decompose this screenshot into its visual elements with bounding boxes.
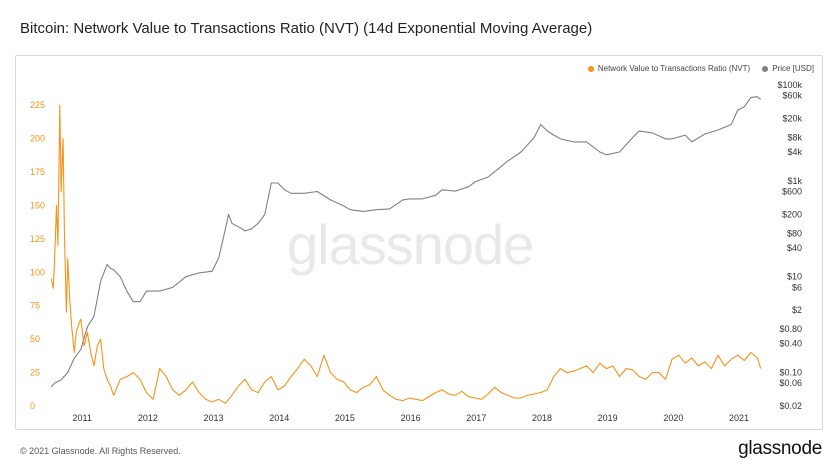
- page-title: Bitcoin: Network Value to Transactions R…: [20, 20, 593, 37]
- chart-panel: [15, 55, 823, 430]
- y-left-tick-label: 100: [30, 267, 45, 277]
- x-tick-label: 2012: [138, 413, 158, 423]
- x-tick-label: 2021: [729, 413, 749, 423]
- nvt-series-line: [50, 104, 762, 404]
- x-tick-label: 2020: [663, 413, 683, 423]
- y-right-tick-label: $60k: [782, 91, 802, 101]
- y-right-tick-label: $2: [792, 305, 802, 315]
- legend-item-nvt[interactable]: Network Value to Transactions Ratio (NVT…: [587, 64, 751, 73]
- legend-price-label: Price [USD]: [772, 64, 814, 73]
- x-tick-label: 2019: [598, 413, 618, 423]
- y-right-tick-label: $100k: [777, 80, 802, 90]
- chart-legend: Network Value to Transactions Ratio (NVT…: [587, 64, 814, 73]
- y-left-tick-label: 200: [30, 134, 45, 144]
- y-right-tick-label: $0.10: [779, 368, 802, 378]
- legend-nvt-dot-icon: [587, 65, 594, 72]
- y-left-tick-label: 75: [30, 301, 40, 311]
- x-tick-label: 2014: [269, 413, 289, 423]
- y-right-tick-label: $10: [787, 272, 802, 282]
- legend-nvt-label: Network Value to Transactions Ratio (NVT…: [597, 64, 751, 73]
- y-right-tick-label: $80: [787, 228, 802, 238]
- y-left-tick-label: 175: [30, 167, 45, 177]
- legend-price-dot-icon: [762, 65, 769, 72]
- y-left-tick-label: 50: [30, 334, 40, 344]
- y-right-tick-label: $600: [782, 186, 802, 196]
- y-left-tick-label: 225: [30, 100, 45, 110]
- glassnode-logo[interactable]: glassnode: [738, 438, 822, 459]
- y-right-tick-label: $1k: [787, 176, 802, 186]
- y-right-tick-label: $6: [792, 282, 802, 292]
- y-left-tick-label: 25: [30, 368, 40, 378]
- x-tick-label: 2017: [466, 413, 486, 423]
- y-right-tick-label: $8k: [787, 133, 802, 143]
- legend-item-price[interactable]: Price [USD]: [762, 64, 814, 73]
- y-left-tick-label: 125: [30, 234, 45, 244]
- y-left-tick-label: 150: [30, 200, 45, 210]
- y-right-tick-label: $0.40: [779, 339, 802, 349]
- y-right-tick-label: $20k: [782, 113, 802, 123]
- y-right-tick-label: $0.02: [779, 401, 802, 411]
- x-tick-label: 2015: [335, 413, 355, 423]
- x-tick-label: 2013: [204, 413, 224, 423]
- x-tick-label: 2011: [72, 413, 91, 423]
- y-left-tick-label: 0: [30, 401, 35, 411]
- price-series-line: [50, 96, 762, 388]
- y-right-tick-label: $200: [782, 209, 802, 219]
- y-right-tick-label: $0.06: [779, 378, 802, 388]
- x-tick-label: 2016: [401, 413, 421, 423]
- x-tick-label: 2018: [532, 413, 552, 423]
- y-right-tick-label: $0.80: [779, 324, 802, 334]
- copyright-text: © 2021 Glassnode. All Rights Reserved.: [20, 446, 181, 456]
- y-right-tick-label: $4k: [787, 147, 802, 157]
- y-right-tick-label: $40: [787, 243, 802, 253]
